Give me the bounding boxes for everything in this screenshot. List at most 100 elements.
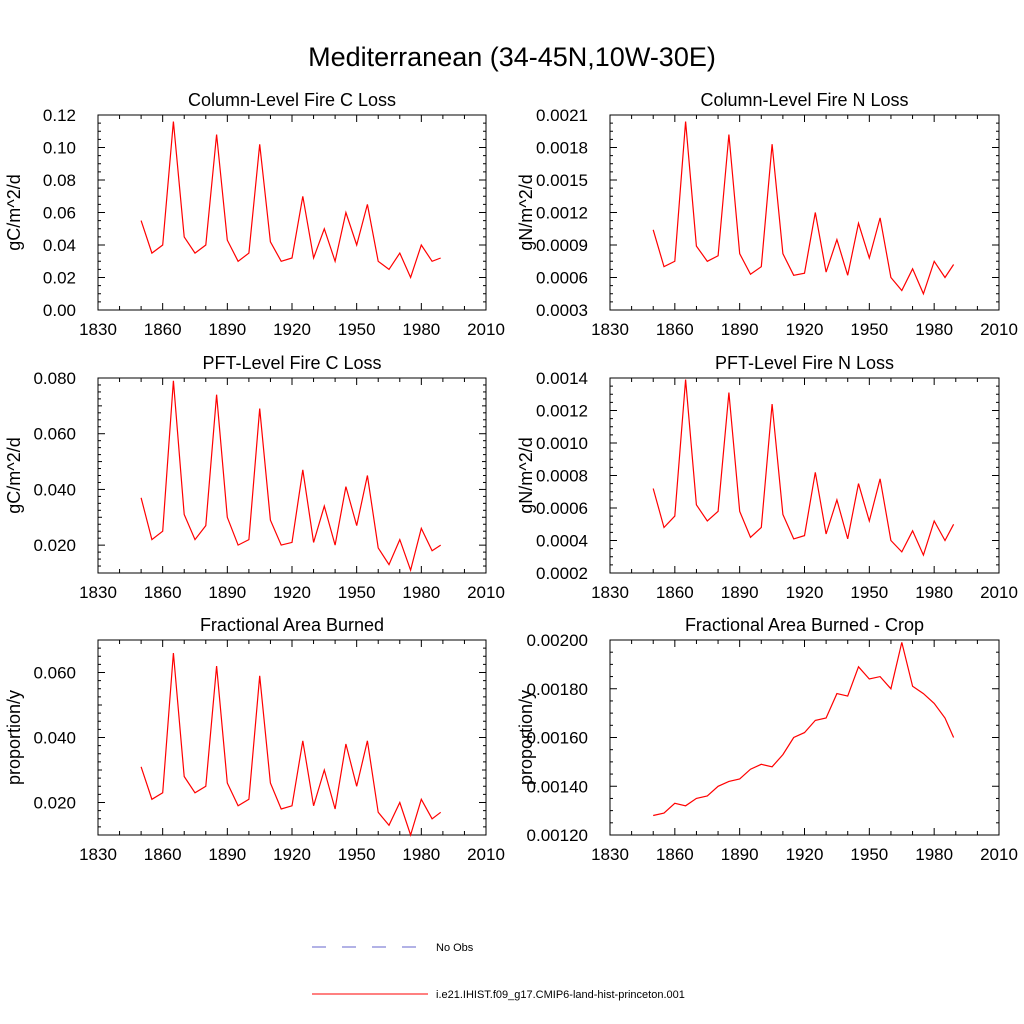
plot-frame <box>609 377 1000 574</box>
panel-title: Column-Level Fire C Loss <box>188 90 396 110</box>
y-axis-label: gC/m^2/d <box>4 174 24 250</box>
series-line <box>140 380 442 573</box>
y-tick-label: 0.00120 <box>527 826 588 845</box>
x-tick-label: 2010 <box>467 583 505 602</box>
x-tick-label: 2010 <box>980 845 1018 864</box>
plot-frame <box>609 114 1000 311</box>
y-tick-label: 0.0012 <box>536 204 588 223</box>
panel-title: PFT-Level Fire C Loss <box>202 353 381 373</box>
y-tick-label: 0.0012 <box>536 402 588 421</box>
y-tick-label: 0.0009 <box>536 236 588 255</box>
y-tick-label: 0.0002 <box>536 564 588 583</box>
x-tick-label: 1830 <box>591 320 629 339</box>
chart-panels: Column-Level Fire C Loss gC/m^2/d 1830 1860… <box>4 90 1018 864</box>
plot-frame <box>97 377 487 574</box>
series-line <box>652 379 955 557</box>
legend-label: No Obs <box>436 942 474 954</box>
y-tick-label: 0.060 <box>33 425 76 444</box>
y-tick-label: 0.12 <box>43 106 76 125</box>
x-tick-label: 1980 <box>402 320 440 339</box>
panel-title: Column-Level Fire N Loss <box>700 90 908 110</box>
x-tick-label: 1890 <box>721 583 759 602</box>
x-tick-label: 1920 <box>273 845 311 864</box>
x-tick-label: 1860 <box>656 583 694 602</box>
x-tick-label: 1950 <box>338 583 376 602</box>
x-tick-label: 1980 <box>402 583 440 602</box>
y-tick-label: 0.0018 <box>536 139 588 158</box>
series-line <box>140 652 442 837</box>
x-tick-label: 1860 <box>656 845 694 864</box>
y-tick-label: 0.060 <box>33 664 76 683</box>
x-tick-label: 1980 <box>915 845 953 864</box>
y-tick-label: 0.08 <box>43 171 76 190</box>
y-tick-label: 0.0021 <box>536 106 588 125</box>
x-tick-label: 1920 <box>273 583 311 602</box>
y-tick-label: 0.0004 <box>536 532 588 551</box>
x-tick-label: 1920 <box>273 320 311 339</box>
x-tick-label: 1860 <box>144 583 182 602</box>
y-tick-label: 0.080 <box>33 369 76 388</box>
y-tick-label: 0.040 <box>33 729 76 748</box>
y-tick-label: 0.04 <box>43 236 76 255</box>
x-tick-label: 1890 <box>208 845 246 864</box>
y-axis-label: proportion/y <box>4 690 24 785</box>
x-tick-label: 1920 <box>786 583 824 602</box>
y-tick-label: 0.0008 <box>536 467 588 486</box>
y-tick-label: 0.00200 <box>527 631 588 650</box>
y-axis-label: gN/m^2/d <box>516 437 536 513</box>
legend-label: i.e21.IHIST.f09_g17.CMIP6-land-hist-prin… <box>436 989 685 1001</box>
panel-title: PFT-Level Fire N Loss <box>715 353 894 373</box>
y-tick-label: 0.02 <box>43 269 76 288</box>
y-tick-label: 0.0015 <box>536 171 588 190</box>
x-tick-label: 1830 <box>591 845 629 864</box>
panel-title: Fractional Area Burned - Crop <box>685 615 924 635</box>
y-tick-label: 0.00140 <box>527 777 588 796</box>
chart-panel-3: PFT-Level Fire C Loss gC/m^2/d 1830 1860 189… <box>4 353 505 602</box>
x-tick-label: 2010 <box>980 583 1018 602</box>
y-axis-label: gN/m^2/d <box>516 174 536 250</box>
chart-panel-6: Fractional Area Burned - Crop proportion/… <box>516 615 1018 864</box>
x-tick-label: 1860 <box>144 845 182 864</box>
x-tick-label: 1950 <box>850 845 888 864</box>
x-tick-label: 1890 <box>208 583 246 602</box>
chart-panel-4: PFT-Level Fire N Loss gN/m^2/d 1830 1860 189… <box>516 353 1018 602</box>
y-tick-label: 0.020 <box>33 794 76 813</box>
y-tick-label: 0.0014 <box>536 369 588 388</box>
y-tick-label: 0.00180 <box>527 680 588 699</box>
y-tick-label: 0.00160 <box>527 729 588 748</box>
series-line <box>653 642 955 817</box>
x-tick-label: 1950 <box>338 845 376 864</box>
x-tick-label: 1950 <box>850 320 888 339</box>
x-tick-label: 1950 <box>850 583 888 602</box>
x-tick-label: 1890 <box>721 320 759 339</box>
x-tick-label: 1980 <box>915 583 953 602</box>
x-tick-label: 1860 <box>656 320 694 339</box>
plot-frame <box>609 639 1000 836</box>
x-tick-label: 1890 <box>208 320 246 339</box>
y-tick-label: 0.0003 <box>536 301 588 320</box>
y-tick-label: 0.10 <box>43 139 76 158</box>
x-tick-label: 1830 <box>79 583 117 602</box>
figure-title: Mediterranean (34-45N,10W-30E) <box>308 42 716 72</box>
plot-frame <box>97 114 487 311</box>
x-tick-label: 2010 <box>467 320 505 339</box>
series-line <box>140 121 441 280</box>
y-tick-label: 0.0006 <box>536 499 588 518</box>
x-tick-label: 1980 <box>402 845 440 864</box>
chart-panel-2: Column-Level Fire N Loss gN/m^2/d 1830 1860… <box>516 90 1018 339</box>
x-tick-label: 2010 <box>980 320 1018 339</box>
y-axis-label: gC/m^2/d <box>4 437 24 513</box>
y-tick-label: 0.00 <box>43 301 76 320</box>
y-tick-label: 0.020 <box>33 536 76 555</box>
x-tick-label: 1980 <box>915 320 953 339</box>
x-tick-label: 1950 <box>338 320 376 339</box>
panel-title: Fractional Area Burned <box>200 615 384 635</box>
x-tick-label: 1830 <box>591 583 629 602</box>
x-tick-label: 1920 <box>786 320 824 339</box>
chart-panel-1: Column-Level Fire C Loss gC/m^2/d 1830 1860… <box>4 90 505 339</box>
y-axis-label: proportion/y <box>516 690 536 785</box>
x-tick-label: 2010 <box>467 845 505 864</box>
x-tick-label: 1830 <box>79 320 117 339</box>
x-tick-label: 1860 <box>144 320 182 339</box>
